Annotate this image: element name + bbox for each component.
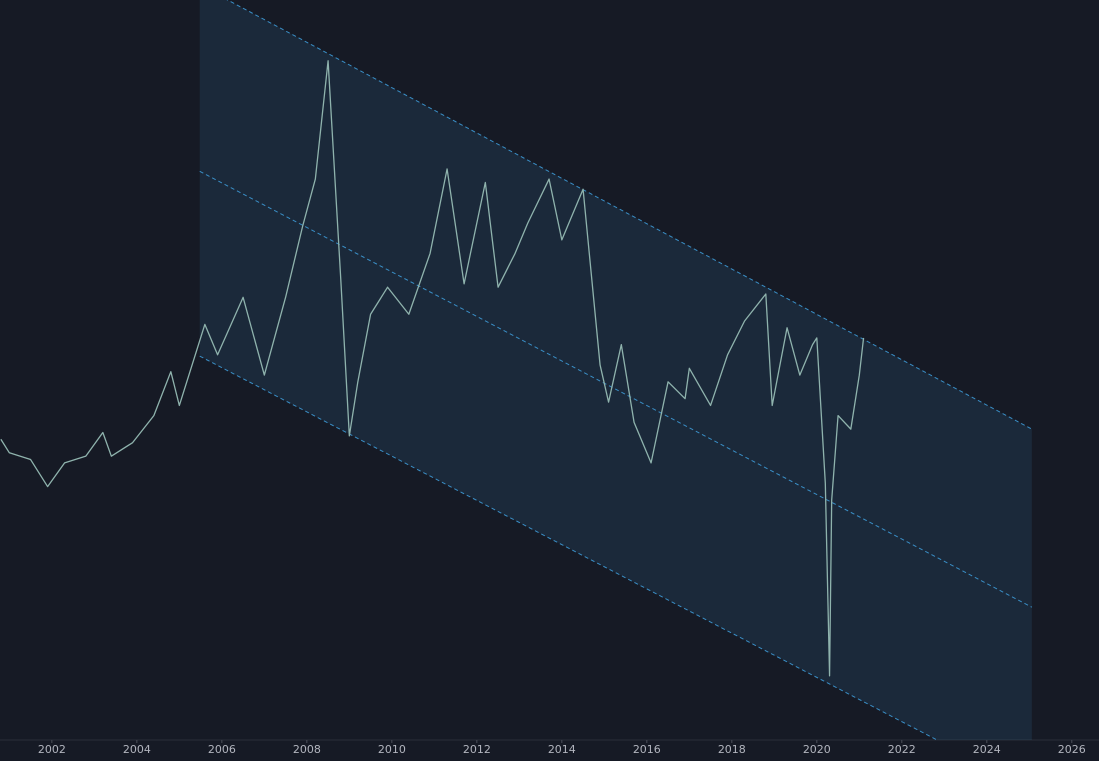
x-tick-label: 2024 (973, 743, 1001, 756)
x-tick-label: 2002 (38, 743, 66, 756)
channel-line (226, 0, 1033, 430)
x-tick-label: 2012 (463, 743, 491, 756)
channel-line (199, 355, 939, 740)
x-tick-label: 2010 (378, 743, 406, 756)
x-tick-label: 2026 (1058, 743, 1086, 756)
x-tick-label: 2008 (293, 743, 321, 756)
x-tick-label: 2016 (633, 743, 661, 756)
x-tick-label: 2006 (208, 743, 236, 756)
x-tick-label: 2022 (888, 743, 916, 756)
x-tick-label: 2014 (548, 743, 576, 756)
price-line (0, 60, 865, 677)
x-tick-label: 2020 (803, 743, 831, 756)
x-tick-label: 2004 (123, 743, 151, 756)
x-tick-label: 2018 (718, 743, 746, 756)
